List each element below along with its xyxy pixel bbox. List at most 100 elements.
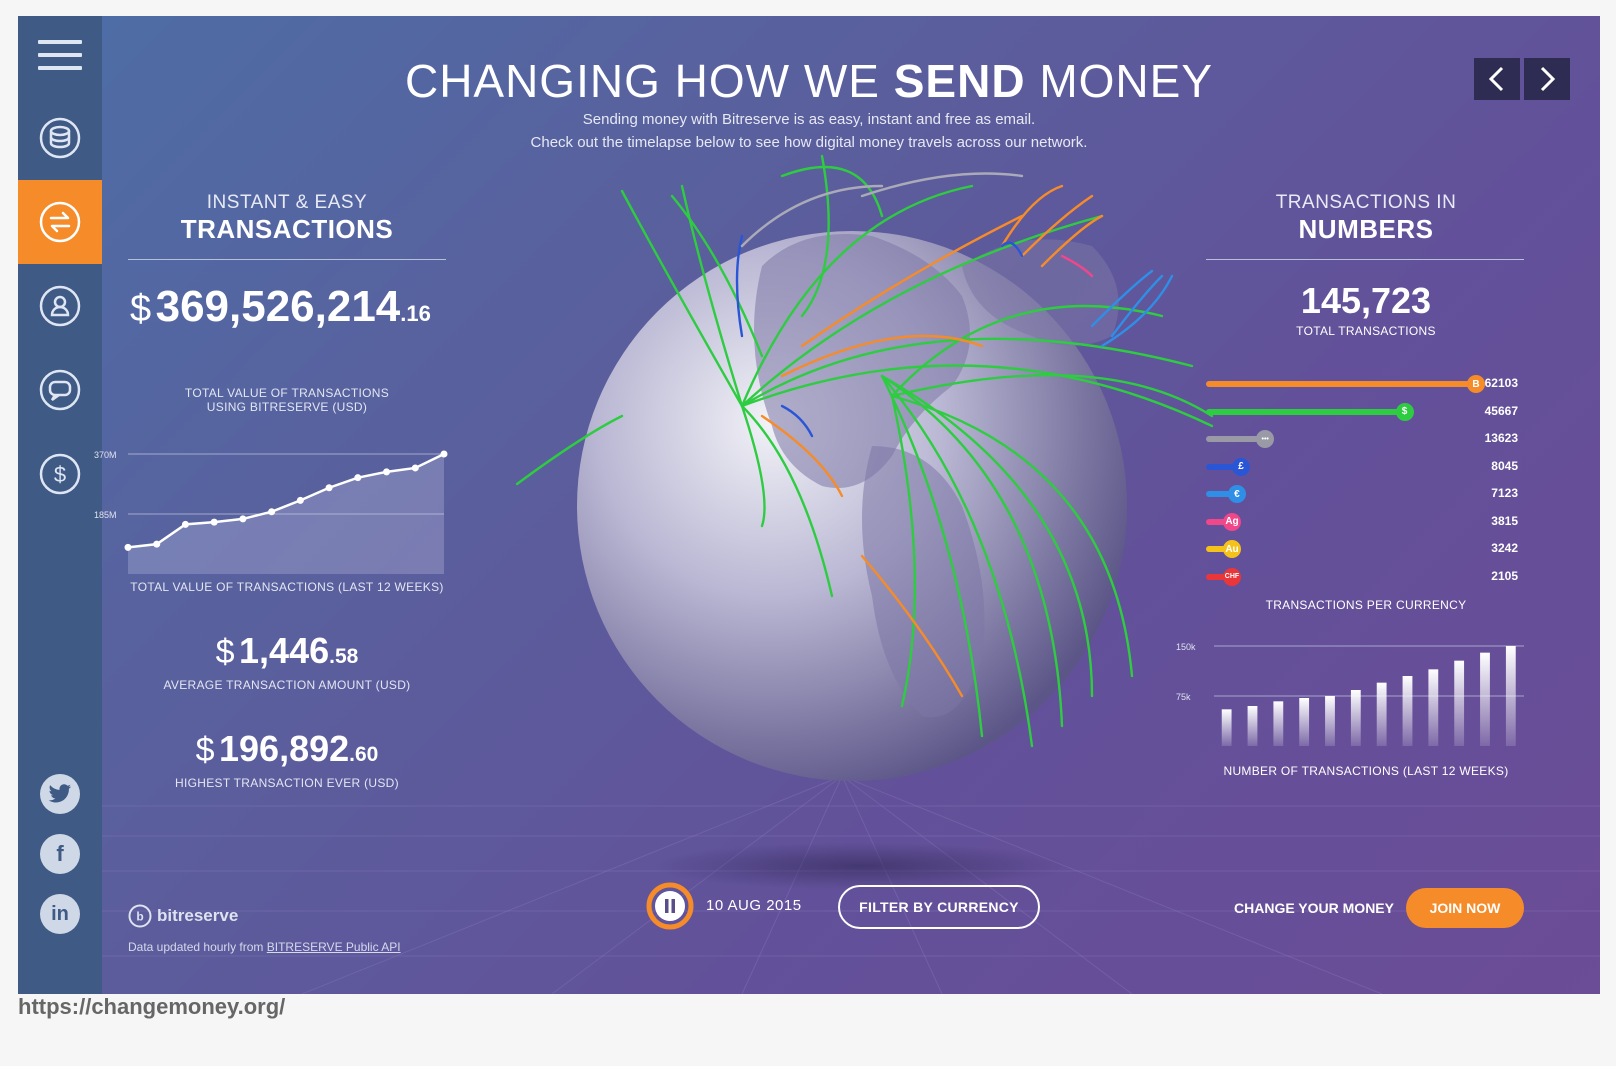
currency-value: 13623 xyxy=(1484,431,1518,445)
line-chart-caption: TOTAL VALUE OF TRANSACTIONS (LAST 12 WEE… xyxy=(130,580,444,594)
line-series xyxy=(127,452,445,549)
globe-visualization xyxy=(102,154,1600,994)
transactions-bar-chart: 150k 75k xyxy=(1176,642,1524,746)
other-icon: ••• xyxy=(1256,430,1275,448)
gold-icon: Au xyxy=(1223,540,1241,558)
currency-bar xyxy=(1206,463,1241,470)
bar xyxy=(1299,698,1310,746)
bar xyxy=(1480,652,1490,746)
eur-icon: € xyxy=(1227,485,1246,503)
currency-bar xyxy=(1206,491,1237,497)
globe-sphere xyxy=(577,231,1127,781)
line-point xyxy=(181,520,189,528)
currency-row: B 62103 xyxy=(1206,374,1518,394)
page-title: CHANGING HOW WE SEND MONEY xyxy=(404,55,1214,107)
average-amount: $ 1,446.58 xyxy=(215,630,359,671)
user-icon xyxy=(39,285,81,327)
bar xyxy=(1350,690,1361,746)
currency-value: 8045 xyxy=(1491,458,1518,473)
highest-amount: $ 196,892.60 xyxy=(195,728,379,769)
pause-button[interactable] xyxy=(646,882,694,930)
bar xyxy=(1428,669,1439,746)
currency-bar xyxy=(1206,573,1232,580)
line-point xyxy=(153,540,161,548)
line-point xyxy=(268,508,276,516)
currency-value: 7123 xyxy=(1491,486,1518,500)
chf-icon: CHF xyxy=(1223,567,1241,586)
floor-grid xyxy=(102,775,1600,994)
total-value-caption: TOTAL VALUE OF TRANSACTIONS USING BITRES… xyxy=(184,386,390,414)
bar xyxy=(1402,676,1413,746)
line-point xyxy=(210,518,218,526)
line-point xyxy=(124,543,132,551)
sidebar-item-coins[interactable] xyxy=(18,96,102,180)
sidebar-item-user[interactable] xyxy=(18,264,102,348)
average-caption: AVERAGE TRANSACTION AMOUNT (USD) xyxy=(163,678,411,692)
currency-value: 2105 xyxy=(1491,568,1518,583)
line-point xyxy=(411,464,419,472)
api-link[interactable]: BITRESERVE Public API xyxy=(266,940,401,954)
sidebar-item-transfer[interactable] xyxy=(18,180,102,264)
prev-arrow-button[interactable] xyxy=(1474,58,1520,100)
bar xyxy=(1454,660,1465,746)
pause-icon xyxy=(646,882,694,930)
line-point xyxy=(296,496,304,504)
currency-bar xyxy=(1206,408,1405,415)
bar xyxy=(1221,709,1232,746)
menu-icon[interactable] xyxy=(38,40,82,79)
y-tick-label: 370M xyxy=(94,450,117,460)
globe-shadow xyxy=(652,842,1072,890)
total-value-amount: $ 369,526,214.16 xyxy=(130,282,431,331)
join-now-button[interactable]: JOIN NOW xyxy=(1406,888,1524,928)
y-tick-label: 150k xyxy=(1176,642,1196,652)
left-heading: INSTANT & EASY TRANSACTIONS xyxy=(180,192,394,244)
sidebar-item-dollar[interactable]: $ xyxy=(18,432,102,516)
currency-value: 45667 xyxy=(1484,403,1518,418)
line-point xyxy=(354,474,362,482)
logo: b bitreserve xyxy=(128,904,238,928)
line-area xyxy=(128,454,444,574)
currency-value: 62103 xyxy=(1484,376,1518,390)
sidebar-item-chat[interactable] xyxy=(18,348,102,432)
dollar-icon: $ xyxy=(39,453,81,495)
bar xyxy=(1505,646,1516,746)
timeline-date: 10 AUG 2015 xyxy=(706,897,802,914)
highest-caption: HIGHEST TRANSACTION EVER (USD) xyxy=(175,776,399,790)
slide-nav xyxy=(1474,58,1570,100)
bar xyxy=(1273,701,1284,746)
chevron-right-icon xyxy=(1540,66,1556,92)
currency-value: 3242 xyxy=(1491,541,1518,555)
svg-text:$: $ xyxy=(54,462,66,487)
left-divider xyxy=(128,259,446,260)
coins-icon xyxy=(39,117,81,159)
currency-bar xyxy=(1206,518,1232,525)
currency-row: Au 3242 xyxy=(1206,539,1518,559)
right-heading: TRANSACTIONS IN NUMBERS xyxy=(1275,192,1457,244)
twitter-icon[interactable] xyxy=(40,774,80,814)
bar xyxy=(1376,682,1387,746)
page-url: https://changemoney.org/ xyxy=(18,994,286,1019)
sidebar: $ f in xyxy=(18,16,102,994)
money-flows xyxy=(515,154,1214,748)
app-frame: $ f in xyxy=(18,16,1600,994)
right-divider xyxy=(1206,259,1524,260)
total-value-line-chart: 370M 185M xyxy=(94,450,448,574)
currency-bar xyxy=(1206,381,1476,387)
line-point xyxy=(325,484,333,492)
facebook-icon[interactable]: f xyxy=(40,834,80,874)
bar-chart-caption: NUMBER OF TRANSACTIONS (LAST 12 WEEKS) xyxy=(1223,764,1509,778)
currency-row: CHF 2105 xyxy=(1206,567,1518,587)
svg-text:b: b xyxy=(136,910,143,924)
total-transactions-caption: TOTAL TRANSACTIONS xyxy=(1296,324,1436,338)
y-tick-label: 75k xyxy=(1176,692,1191,702)
line-point xyxy=(440,450,448,458)
linkedin-icon[interactable]: in xyxy=(40,894,80,934)
line-point xyxy=(239,515,247,523)
currency-bar xyxy=(1206,546,1232,552)
bitcoin-icon: B xyxy=(1467,375,1485,393)
chevron-left-icon xyxy=(1488,66,1504,92)
total-transactions: 145,723 xyxy=(1300,280,1432,321)
filter-by-currency-button[interactable]: FILTER BY CURRENCY xyxy=(838,885,1040,929)
next-arrow-button[interactable] xyxy=(1524,58,1570,100)
usd-icon: $ xyxy=(1395,402,1414,421)
